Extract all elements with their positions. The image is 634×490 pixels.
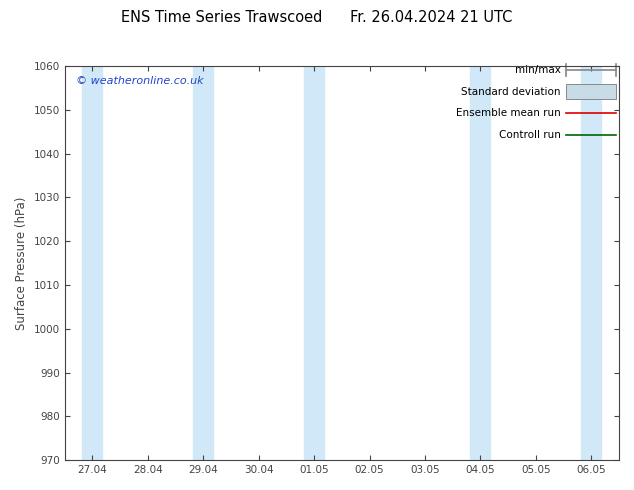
Y-axis label: Surface Pressure (hPa): Surface Pressure (hPa) <box>15 196 28 330</box>
Text: min/max: min/max <box>515 65 561 75</box>
Text: © weatheronline.co.uk: © weatheronline.co.uk <box>75 76 204 86</box>
Bar <box>470 66 490 460</box>
Bar <box>566 84 616 99</box>
Text: Controll run: Controll run <box>499 130 561 140</box>
Bar <box>581 66 601 460</box>
Bar <box>193 66 213 460</box>
Text: Standard deviation: Standard deviation <box>462 87 561 97</box>
Bar <box>304 66 324 460</box>
Text: Ensemble mean run: Ensemble mean run <box>456 108 561 119</box>
Text: ENS Time Series Trawscoed      Fr. 26.04.2024 21 UTC: ENS Time Series Trawscoed Fr. 26.04.2024… <box>121 10 513 25</box>
Bar <box>82 66 102 460</box>
